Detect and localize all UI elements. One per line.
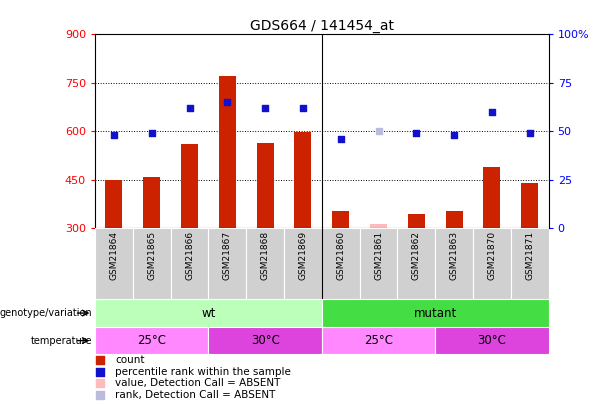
Text: GSM21864: GSM21864 — [109, 231, 118, 280]
Point — [94, 369, 104, 375]
Bar — [208, 327, 322, 354]
Bar — [332, 211, 349, 228]
Bar — [170, 228, 208, 299]
Bar — [446, 211, 463, 228]
Point — [147, 130, 156, 136]
Bar — [95, 299, 322, 327]
Bar — [322, 228, 360, 299]
Text: percentile rank within the sample: percentile rank within the sample — [115, 367, 291, 377]
Bar — [511, 228, 549, 299]
Text: mutant: mutant — [414, 307, 457, 320]
Text: GSM21871: GSM21871 — [525, 231, 535, 280]
Bar — [284, 228, 322, 299]
Text: GSM21866: GSM21866 — [185, 231, 194, 280]
Bar — [397, 228, 435, 299]
Bar — [105, 180, 123, 228]
Point — [411, 130, 421, 136]
Text: GSM21870: GSM21870 — [487, 231, 497, 280]
Text: count: count — [115, 355, 145, 365]
Text: GSM21861: GSM21861 — [374, 231, 383, 280]
Point — [373, 128, 384, 134]
Point — [336, 136, 346, 142]
Text: 30°C: 30°C — [251, 334, 280, 347]
Point — [94, 380, 104, 386]
Title: GDS664 / 141454_at: GDS664 / 141454_at — [250, 19, 394, 33]
Text: GSM21869: GSM21869 — [299, 231, 308, 280]
Text: GSM21860: GSM21860 — [336, 231, 345, 280]
Bar — [435, 327, 549, 354]
Point — [298, 104, 308, 111]
Point — [94, 357, 104, 363]
Text: 25°C: 25°C — [364, 334, 393, 347]
Point — [185, 104, 194, 111]
Bar — [435, 228, 473, 299]
Text: GSM21865: GSM21865 — [147, 231, 156, 280]
Text: genotype/variation: genotype/variation — [0, 308, 92, 318]
Bar — [208, 228, 246, 299]
Text: wt: wt — [201, 307, 216, 320]
Point — [487, 109, 497, 115]
Bar — [95, 327, 208, 354]
Bar — [484, 167, 500, 228]
Bar — [322, 299, 549, 327]
Point — [449, 132, 459, 139]
Bar — [257, 143, 273, 228]
Point — [223, 99, 232, 105]
Bar — [473, 228, 511, 299]
Text: GSM21862: GSM21862 — [412, 231, 421, 280]
Point — [525, 130, 535, 136]
Text: rank, Detection Call = ABSENT: rank, Detection Call = ABSENT — [115, 390, 276, 400]
Bar — [95, 228, 133, 299]
Bar — [246, 228, 284, 299]
Text: 30°C: 30°C — [478, 334, 506, 347]
Point — [109, 132, 119, 139]
Text: value, Detection Call = ABSENT: value, Detection Call = ABSENT — [115, 378, 281, 388]
Bar — [322, 327, 435, 354]
Point — [94, 392, 104, 398]
Text: GSM21867: GSM21867 — [223, 231, 232, 280]
Bar — [133, 228, 170, 299]
Text: GSM21863: GSM21863 — [449, 231, 459, 280]
Point — [260, 104, 270, 111]
Text: GSM21868: GSM21868 — [261, 231, 270, 280]
Bar — [360, 228, 397, 299]
Bar — [219, 76, 236, 228]
Bar — [294, 132, 311, 228]
Bar — [408, 214, 425, 228]
Bar — [181, 144, 198, 228]
Bar — [143, 177, 160, 228]
Text: 25°C: 25°C — [137, 334, 166, 347]
Text: temperature: temperature — [31, 336, 92, 345]
Bar — [521, 183, 538, 228]
Bar — [370, 224, 387, 228]
